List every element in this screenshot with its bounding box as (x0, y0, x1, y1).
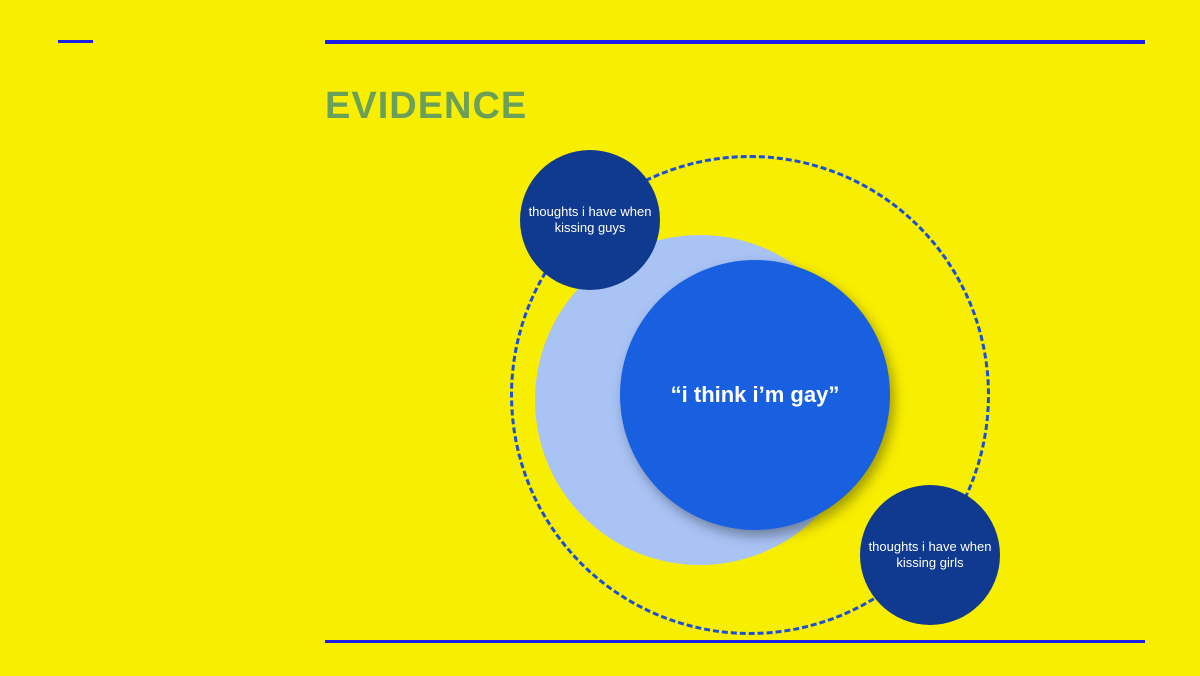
accent-line-bottom (325, 640, 1145, 643)
small-top-label: thoughts i have when kissing guys (520, 196, 660, 245)
slide-title: EVIDENCE (325, 85, 527, 128)
small-bottom-label: thoughts i have when kissing girls (860, 531, 1000, 580)
center-circle: “i think i’m gay” (620, 260, 890, 530)
center-circle-label: “i think i’m gay” (663, 373, 848, 417)
small-top-circle: thoughts i have when kissing guys (520, 150, 660, 290)
accent-line-top-short (58, 40, 93, 43)
small-bottom-circle: thoughts i have when kissing girls (860, 485, 1000, 625)
slide-stage: EVIDENCE “i think i’m gay” thoughts i ha… (0, 0, 1200, 676)
accent-line-top-long (325, 40, 1145, 44)
